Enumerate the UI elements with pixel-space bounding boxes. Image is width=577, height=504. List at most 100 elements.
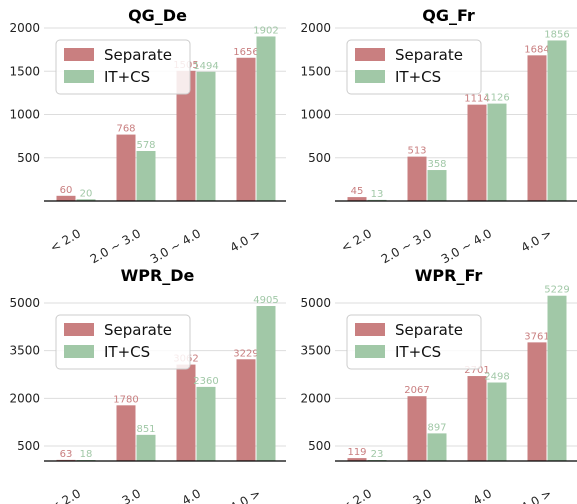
y-tick-label: 500: [17, 439, 40, 453]
x-tick-label: 4.0 >: [519, 486, 555, 504]
bar-itcs: [427, 433, 447, 461]
bar-separate: [527, 342, 547, 461]
x-tick-label: 3.0 ~ 4.0: [148, 486, 203, 504]
bar-itcs: [256, 306, 276, 461]
bar-itcs: [547, 295, 567, 461]
bar-itcs: [256, 36, 276, 201]
data-label: 1494: [193, 61, 218, 72]
data-label: 2701: [464, 365, 489, 376]
legend-label: IT+CS: [104, 68, 150, 86]
bar-separate: [347, 197, 367, 201]
legend-swatch: [355, 323, 385, 336]
x-tick-label: 4.0 >: [519, 226, 555, 255]
data-label: 20: [80, 188, 93, 199]
y-tick-label: 1000: [300, 108, 331, 122]
bar-separate: [467, 104, 487, 201]
legend-label: Separate: [104, 46, 172, 64]
data-label: 5229: [544, 285, 569, 296]
bar-separate: [347, 458, 367, 461]
data-label: 1656: [233, 47, 258, 58]
bar-separate: [116, 134, 136, 201]
legend-label: Separate: [395, 321, 463, 339]
data-label: 2360: [193, 376, 218, 387]
legend-swatch: [355, 48, 385, 61]
bar-separate: [467, 376, 487, 461]
x-tick-label: < 2.0: [48, 486, 84, 504]
data-label: 358: [427, 159, 446, 170]
legend-label: IT+CS: [395, 343, 441, 361]
data-label: 63: [60, 449, 73, 460]
legend-label: IT+CS: [104, 343, 150, 361]
data-label: 13: [371, 189, 384, 200]
data-label: 1126: [484, 93, 509, 104]
bar-itcs: [136, 151, 156, 201]
y-tick-label: 500: [308, 151, 331, 165]
bar-separate: [407, 156, 427, 201]
x-tick-label: 4.0 >: [228, 486, 264, 504]
y-tick-label: 2000: [9, 391, 40, 405]
bar-separate: [236, 359, 256, 461]
y-tick-label: 500: [17, 151, 40, 165]
bar-separate: [176, 364, 196, 461]
legend-label: Separate: [104, 321, 172, 339]
chart-panel-2: QG_Fr 500 1000 1500 2000 45 513 1114 1684 13 358 11…: [300, 6, 577, 266]
data-label: 2067: [404, 385, 429, 396]
data-label: 1856: [544, 29, 569, 40]
bar-separate: [56, 195, 76, 201]
bar-itcs: [547, 40, 567, 202]
y-tick-label: 2000: [9, 21, 40, 35]
bar-separate: [176, 70, 196, 201]
x-tick-label: < 2.0: [48, 226, 84, 255]
data-label: 897: [427, 422, 446, 433]
y-tick-label: 1500: [300, 64, 331, 78]
data-label: 119: [347, 447, 366, 458]
chart-title: WPR_De: [121, 266, 195, 285]
y-tick-label: 2000: [300, 21, 331, 35]
bar-separate: [236, 57, 256, 202]
x-tick-label: 3.0 ~ 4.0: [439, 226, 494, 266]
chart-title: QG_De: [128, 6, 187, 25]
x-tick-label: < 2.0: [339, 226, 375, 255]
data-label: 768: [116, 124, 135, 135]
bar-itcs: [76, 199, 96, 201]
data-label: 3761: [524, 331, 549, 342]
chart-panel-4: WPR_Fr 500 2000 3500 5000 119 2067 2701 3761 23 89…: [300, 266, 577, 504]
y-tick-label: 5000: [300, 296, 331, 310]
bar-itcs: [196, 386, 216, 461]
legend-label: IT+CS: [395, 68, 441, 86]
data-label: 45: [351, 186, 364, 197]
bar-itcs: [487, 382, 507, 461]
bar-itcs: [487, 103, 507, 201]
data-label: 18: [80, 449, 93, 460]
bar-separate: [527, 55, 547, 201]
chart-panel-3: WPR_De5002000350050006317803062322918851…: [9, 266, 286, 504]
legend-label: Separate: [395, 46, 463, 64]
x-tick-label: 2.0 ~ 3.0: [379, 486, 434, 504]
data-label: 513: [407, 146, 426, 157]
data-label: 3229: [233, 348, 258, 359]
x-tick-label: < 2.0: [339, 486, 375, 504]
x-tick-label: 2.0 ~ 3.0: [88, 486, 143, 504]
data-label: 2498: [484, 372, 509, 383]
legend-swatch: [64, 48, 94, 61]
data-label: 1684: [524, 44, 549, 55]
y-tick-label: 500: [308, 439, 331, 453]
data-label: 4905: [253, 295, 278, 306]
bar-separate: [407, 396, 427, 461]
data-label: 1902: [253, 25, 278, 36]
chart-title: QG_Fr: [422, 6, 475, 25]
bar-separate: [116, 405, 136, 461]
legend-swatch: [355, 70, 385, 83]
x-tick-label: 4.0 >: [228, 226, 264, 255]
data-label: 1114: [464, 94, 489, 105]
legend-swatch: [64, 70, 94, 83]
legend-swatch: [64, 323, 94, 336]
chart-title: WPR_Fr: [415, 266, 483, 285]
legend-swatch: [64, 345, 94, 358]
data-label: 60: [60, 185, 73, 196]
data-label: 23: [371, 449, 384, 460]
y-tick-label: 1500: [9, 64, 40, 78]
legend-swatch: [355, 345, 385, 358]
bar-itcs: [136, 434, 156, 461]
